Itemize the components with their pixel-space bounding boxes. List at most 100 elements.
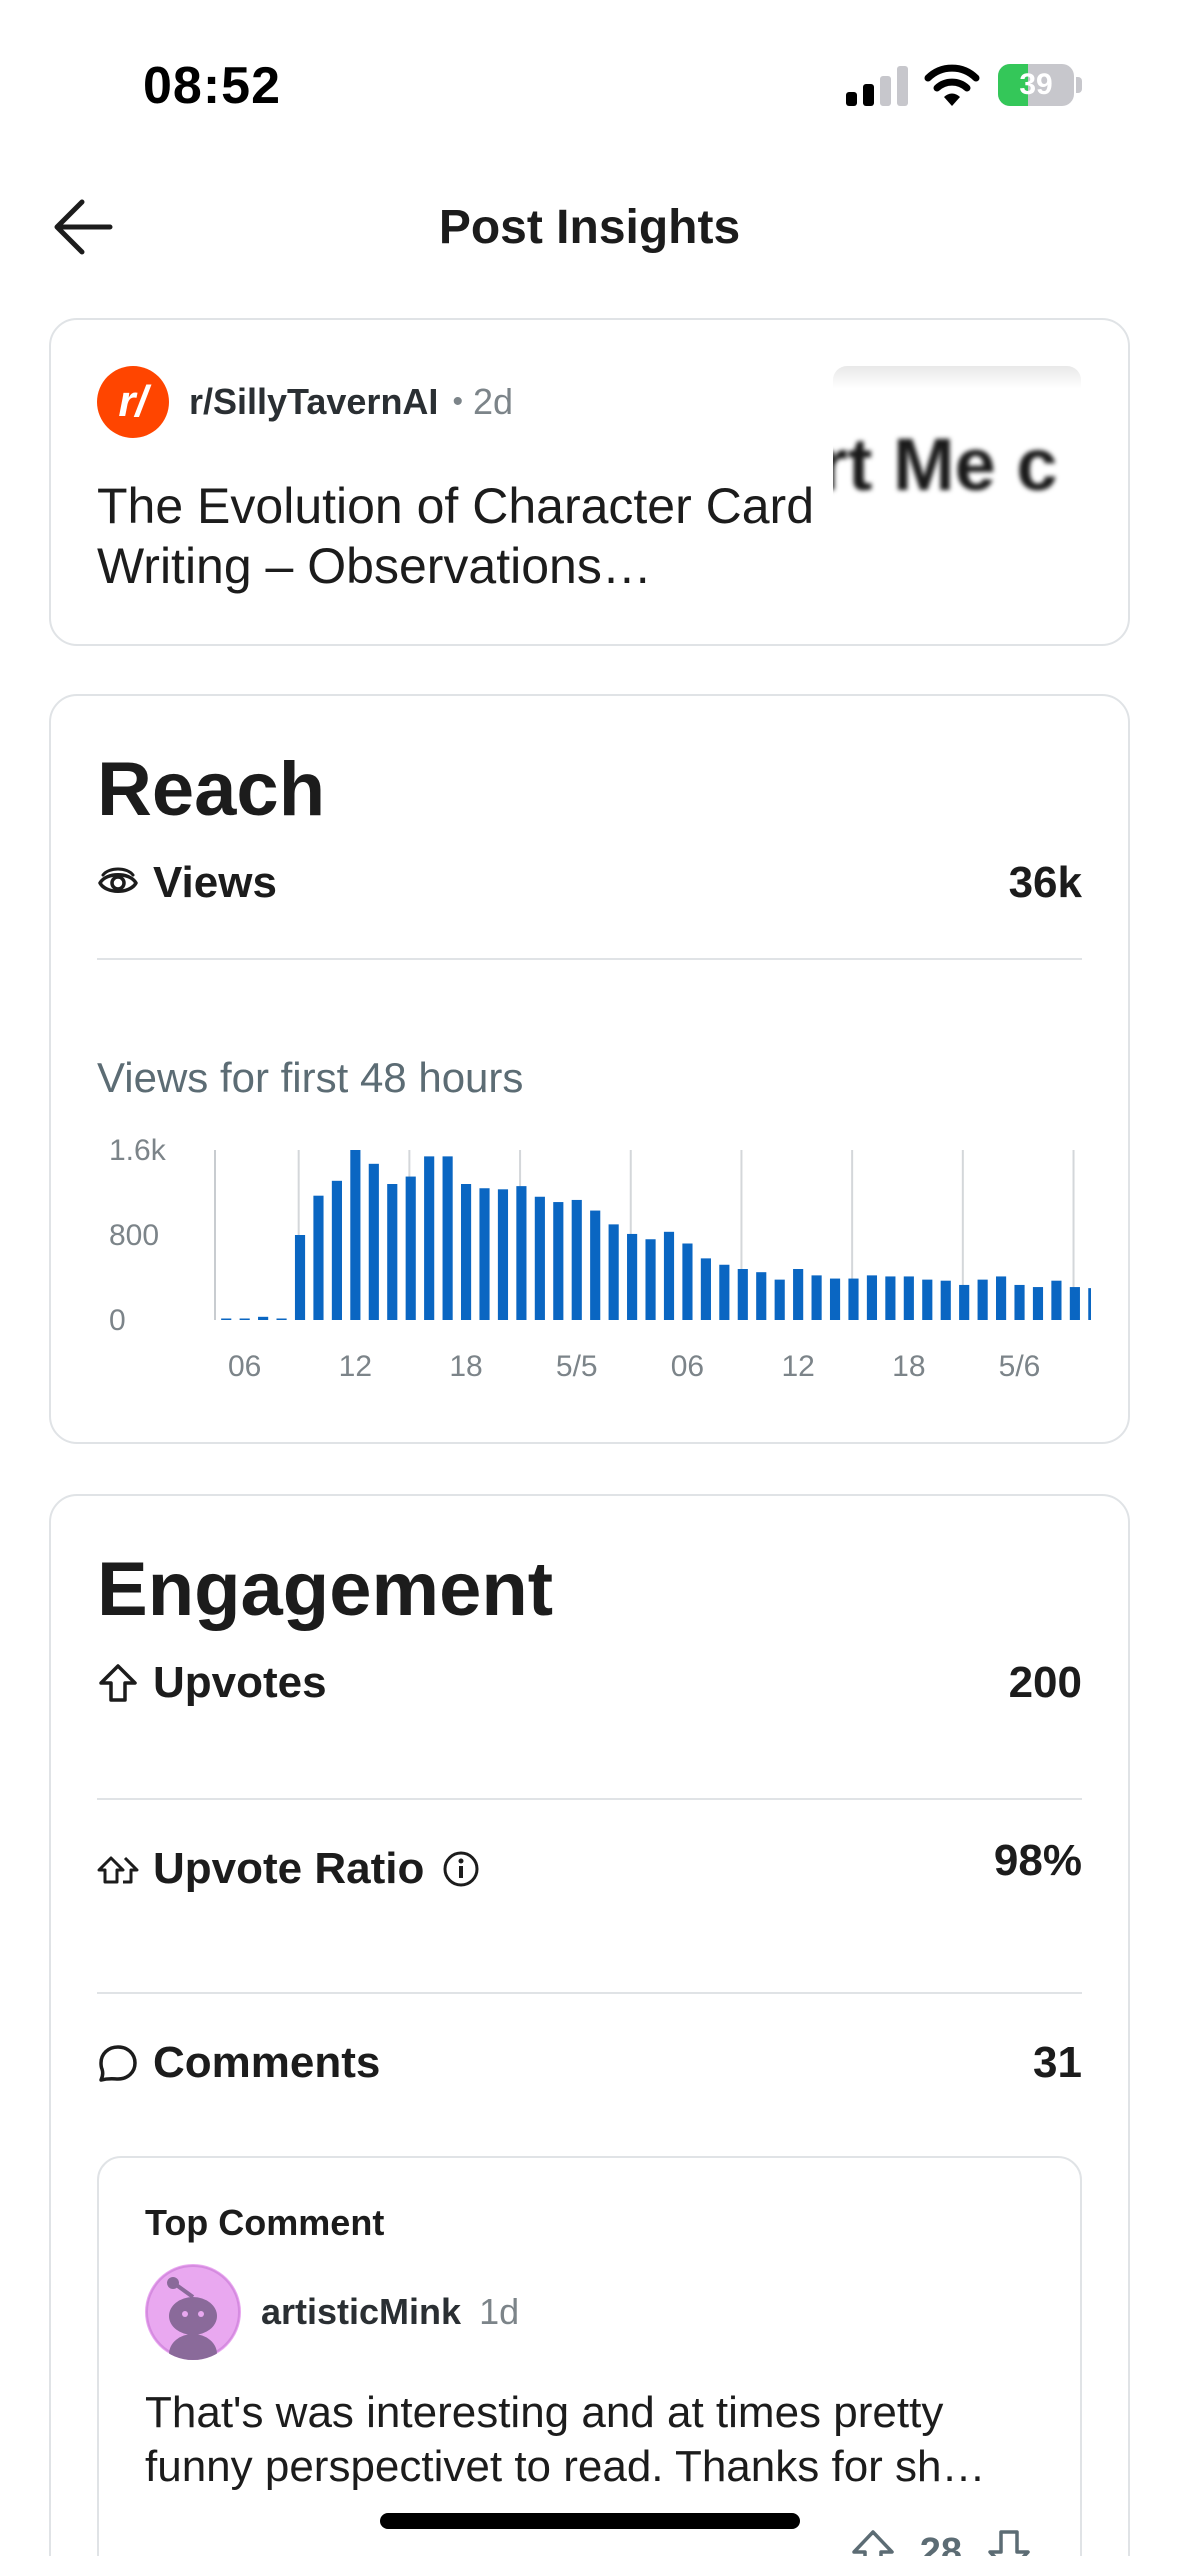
chart-bar bbox=[1014, 1284, 1025, 1320]
chart-bar bbox=[276, 1318, 287, 1320]
post-thumbnail-text: rt Me c bbox=[833, 423, 1058, 506]
battery-icon: 39 bbox=[998, 64, 1082, 106]
snoo-avatar-icon bbox=[146, 2265, 240, 2360]
chart-bar bbox=[1069, 1287, 1080, 1320]
chart-bar bbox=[977, 1279, 988, 1320]
chart-bar bbox=[645, 1239, 656, 1320]
wifi-icon bbox=[924, 64, 980, 106]
chart-bar bbox=[793, 1269, 804, 1320]
comments-row: Comments 31 bbox=[97, 2028, 1082, 2098]
double-upvote-icon bbox=[97, 1856, 139, 1884]
comment-vote-row: 28 bbox=[848, 2522, 1034, 2556]
views-row: Views 36k bbox=[97, 848, 1082, 918]
x-tick-label: 18 bbox=[449, 1350, 482, 1383]
x-tick-label: 5/5 bbox=[556, 1350, 598, 1383]
post-title[interactable]: The Evolution of Character Card Writing … bbox=[97, 478, 815, 594]
chart-bar bbox=[553, 1202, 564, 1320]
subreddit-avatar-glyph: r/ bbox=[118, 377, 148, 426]
chart-caption: Views for first 48 hours bbox=[97, 1054, 524, 1101]
chart-bar bbox=[682, 1243, 693, 1320]
battery-level: 39 bbox=[1019, 68, 1053, 101]
x-tick-label: 06 bbox=[671, 1350, 704, 1383]
status-time: 08:52 bbox=[143, 57, 281, 115]
post-age: 2d bbox=[472, 381, 513, 422]
upvote-ratio-row: Upvote Ratio 98% bbox=[97, 1834, 1082, 1904]
chart-bar bbox=[424, 1156, 435, 1320]
chart-bar bbox=[866, 1275, 878, 1320]
chart-bar bbox=[258, 1316, 269, 1320]
chart-bar bbox=[479, 1188, 490, 1320]
x-tick-label: 06 bbox=[228, 1350, 261, 1383]
x-tick-label: 5/6 bbox=[999, 1350, 1041, 1383]
chart-bar bbox=[442, 1156, 453, 1320]
x-tick-label: 12 bbox=[781, 1350, 814, 1383]
chart-bar bbox=[700, 1258, 711, 1320]
chart-bar bbox=[959, 1284, 970, 1320]
post-card[interactable]: r/ r/SillyTavernAI • 2d The Evolution of… bbox=[49, 318, 1130, 646]
chart-bar bbox=[848, 1278, 859, 1320]
x-tick-label: 18 bbox=[892, 1350, 925, 1383]
comment-icon bbox=[99, 2045, 137, 2082]
upvote-ratio-label: Upvote Ratio bbox=[153, 1844, 425, 1893]
chart-bar bbox=[996, 1276, 1007, 1320]
upvotes-row: Upvotes 200 bbox=[97, 1648, 1082, 1718]
chart-bar bbox=[460, 1184, 472, 1320]
chart-bar bbox=[331, 1180, 342, 1320]
comments-value: 31 bbox=[1033, 2038, 1082, 2087]
avatar[interactable] bbox=[145, 2264, 241, 2360]
chart-bar bbox=[940, 1280, 951, 1320]
chart-bar bbox=[313, 1195, 324, 1320]
top-comment-label: Top Comment bbox=[145, 2202, 385, 2243]
upvotes-label: Upvotes bbox=[153, 1658, 327, 1707]
top-comment-user-row: artisticMink 1d bbox=[145, 2264, 519, 2360]
chart-bar bbox=[571, 1199, 582, 1320]
chart-bar bbox=[903, 1276, 914, 1320]
back-arrow-icon[interactable] bbox=[48, 192, 118, 262]
views-chart: 06 12 18 5/5 06 12 18 5/6 1.6k 800 0 bbox=[109, 1136, 1091, 1383]
y-tick-label: 800 bbox=[109, 1219, 159, 1252]
chart-bar bbox=[608, 1224, 619, 1320]
chart-bar bbox=[829, 1278, 841, 1320]
downvote-icon[interactable] bbox=[984, 2527, 1034, 2556]
subreddit-name[interactable]: r/SillyTavernAI bbox=[189, 381, 439, 422]
subreddit-avatar[interactable]: r/ bbox=[97, 366, 169, 438]
views-label: Views bbox=[153, 858, 277, 907]
top-comment-card[interactable]: Top Comment artisticMink 1d That's was i… bbox=[97, 2156, 1082, 2556]
chart-bar bbox=[719, 1264, 730, 1320]
chart-bar bbox=[590, 1210, 601, 1320]
info-icon[interactable] bbox=[442, 1850, 480, 1888]
chart-bar bbox=[405, 1176, 416, 1320]
status-bar: 08:52 39 bbox=[0, 0, 1179, 170]
chart-bar bbox=[294, 1235, 306, 1320]
upvote-icon bbox=[99, 1664, 137, 1702]
views-value: 36k bbox=[1008, 858, 1082, 907]
chart-bar bbox=[350, 1150, 361, 1320]
divider bbox=[97, 958, 1082, 960]
signal-icon bbox=[846, 66, 908, 106]
chart-bar bbox=[516, 1186, 527, 1320]
chart-bar bbox=[1032, 1287, 1044, 1320]
chart-bar bbox=[737, 1269, 748, 1320]
reach-title: Reach bbox=[97, 747, 326, 832]
chart-bar bbox=[497, 1189, 509, 1320]
reach-card: Reach Views 36k Views for first 48 hours… bbox=[49, 694, 1130, 1444]
eye-icon bbox=[98, 867, 138, 893]
chart-bar bbox=[221, 1318, 232, 1320]
chart-bar bbox=[811, 1275, 822, 1320]
divider bbox=[97, 1992, 1082, 1994]
chart-bar bbox=[1051, 1280, 1062, 1320]
chart-bar bbox=[387, 1184, 398, 1320]
chart-bar bbox=[239, 1318, 250, 1320]
chart-bar bbox=[756, 1272, 767, 1320]
comment-score: 28 bbox=[919, 2530, 962, 2556]
comment-body: That's was interesting and at times pret… bbox=[145, 2388, 986, 2491]
upvotes-value: 200 bbox=[1008, 1658, 1082, 1707]
home-indicator bbox=[380, 2513, 800, 2529]
chart-bar bbox=[774, 1279, 785, 1320]
comment-username[interactable]: artisticMink bbox=[261, 2291, 462, 2332]
y-tick-label: 0 bbox=[109, 1304, 126, 1337]
upvote-icon[interactable] bbox=[848, 2527, 898, 2556]
comments-label: Comments bbox=[153, 2038, 381, 2087]
chart-bar bbox=[885, 1276, 896, 1320]
post-thumbnail[interactable]: rt Me c bbox=[833, 366, 1081, 556]
